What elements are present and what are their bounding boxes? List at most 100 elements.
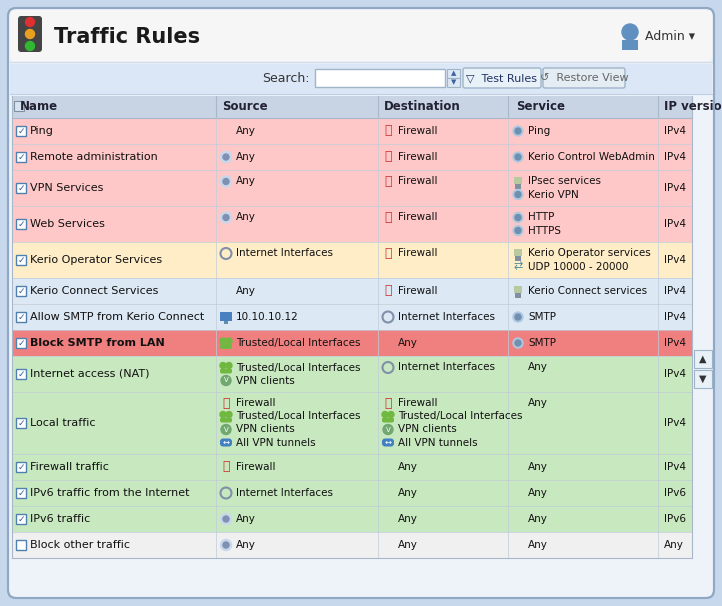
Bar xyxy=(16,286,26,296)
Bar xyxy=(16,369,26,379)
Text: All VPN tunnels: All VPN tunnels xyxy=(398,438,478,447)
Text: Block other traffic: Block other traffic xyxy=(30,540,130,550)
Text: IPv4: IPv4 xyxy=(664,219,686,229)
Bar xyxy=(515,293,521,298)
Circle shape xyxy=(515,340,521,346)
Text: Any: Any xyxy=(236,514,256,524)
Text: Any: Any xyxy=(528,488,548,498)
Text: ▲: ▲ xyxy=(451,70,456,76)
Text: IPsec services: IPsec services xyxy=(528,176,601,187)
Text: Service: Service xyxy=(516,101,565,113)
Bar xyxy=(16,312,26,322)
Text: Trusted/Local Interfaces: Trusted/Local Interfaces xyxy=(398,411,523,422)
Bar xyxy=(12,144,692,170)
Text: VPN Services: VPN Services xyxy=(30,183,103,193)
Text: SMTP: SMTP xyxy=(528,312,556,322)
Text: IPv4: IPv4 xyxy=(664,462,686,472)
Text: ✓: ✓ xyxy=(17,462,25,471)
Circle shape xyxy=(388,411,394,418)
Text: 🛡: 🛡 xyxy=(384,124,392,138)
Circle shape xyxy=(513,338,523,348)
Text: Firewall: Firewall xyxy=(236,399,276,408)
Circle shape xyxy=(226,362,232,368)
Text: Source: Source xyxy=(222,101,268,113)
Bar xyxy=(10,64,712,94)
FancyBboxPatch shape xyxy=(220,368,232,373)
Text: Internet access (NAT): Internet access (NAT) xyxy=(30,369,149,379)
Circle shape xyxy=(220,362,226,368)
Text: IPv6 traffic: IPv6 traffic xyxy=(30,514,90,524)
Circle shape xyxy=(25,41,35,50)
Text: Firewall traffic: Firewall traffic xyxy=(30,462,109,472)
Text: IPv6: IPv6 xyxy=(664,514,686,524)
FancyBboxPatch shape xyxy=(382,439,394,447)
Text: Internet Interfaces: Internet Interfaces xyxy=(398,312,495,322)
Text: IPv4: IPv4 xyxy=(664,152,686,162)
Bar xyxy=(220,312,232,321)
Circle shape xyxy=(513,126,523,136)
Circle shape xyxy=(513,225,523,236)
Text: Trusted/Local Interfaces: Trusted/Local Interfaces xyxy=(236,338,360,348)
Text: Any: Any xyxy=(236,152,256,162)
Text: 10.10.10.12: 10.10.10.12 xyxy=(236,312,299,322)
Text: ▼: ▼ xyxy=(699,374,707,384)
Text: ▽  Test Rules: ▽ Test Rules xyxy=(466,73,537,83)
Bar xyxy=(12,454,692,480)
Bar xyxy=(12,330,692,356)
Circle shape xyxy=(515,215,521,221)
Text: ✓: ✓ xyxy=(17,488,25,498)
FancyBboxPatch shape xyxy=(18,16,42,52)
Text: Any: Any xyxy=(664,540,684,550)
Text: V: V xyxy=(224,378,228,384)
Text: 🛡: 🛡 xyxy=(384,175,392,188)
Text: Block SMTP from LAN: Block SMTP from LAN xyxy=(30,338,165,348)
Circle shape xyxy=(220,411,226,418)
Bar xyxy=(447,78,460,87)
Text: V: V xyxy=(386,427,391,433)
Text: 🛡: 🛡 xyxy=(384,397,392,410)
Bar xyxy=(514,176,522,184)
Bar xyxy=(694,370,712,388)
Text: All VPN tunnels: All VPN tunnels xyxy=(236,438,316,447)
Text: Firewall: Firewall xyxy=(398,126,438,136)
Circle shape xyxy=(513,213,523,222)
Bar xyxy=(514,248,522,256)
Circle shape xyxy=(515,154,521,160)
Circle shape xyxy=(622,24,638,40)
Text: Any: Any xyxy=(528,399,548,408)
Bar xyxy=(12,170,692,206)
Text: ▲: ▲ xyxy=(699,354,707,364)
Text: ↔: ↔ xyxy=(222,438,230,447)
FancyBboxPatch shape xyxy=(220,344,232,349)
Text: IPv4: IPv4 xyxy=(664,255,686,265)
Text: Firewall: Firewall xyxy=(236,462,276,472)
Text: Internet Interfaces: Internet Interfaces xyxy=(236,488,333,498)
Bar xyxy=(16,514,26,524)
Text: 🛡: 🛡 xyxy=(222,397,230,410)
Text: ▼: ▼ xyxy=(451,79,456,85)
Bar xyxy=(447,69,460,78)
Bar xyxy=(12,392,692,454)
Circle shape xyxy=(25,30,35,39)
Bar xyxy=(16,219,26,229)
Text: VPN clients: VPN clients xyxy=(398,424,457,435)
Bar xyxy=(694,350,712,368)
Bar xyxy=(12,118,692,144)
Bar xyxy=(12,356,692,392)
Text: HTTPS: HTTPS xyxy=(528,225,561,236)
Text: Any: Any xyxy=(236,286,256,296)
Bar xyxy=(12,242,692,278)
Bar xyxy=(16,152,26,162)
Text: Name: Name xyxy=(20,101,58,113)
Bar xyxy=(515,184,521,188)
FancyBboxPatch shape xyxy=(463,68,541,88)
Text: 🛡: 🛡 xyxy=(384,284,392,298)
Circle shape xyxy=(221,424,231,435)
FancyBboxPatch shape xyxy=(220,418,232,422)
Text: ↺  Restore View: ↺ Restore View xyxy=(539,73,628,83)
Circle shape xyxy=(515,314,521,320)
Text: IPv4: IPv4 xyxy=(664,126,686,136)
Text: VPN clients: VPN clients xyxy=(236,376,295,385)
Text: IPv4: IPv4 xyxy=(664,183,686,193)
Bar xyxy=(16,418,26,428)
